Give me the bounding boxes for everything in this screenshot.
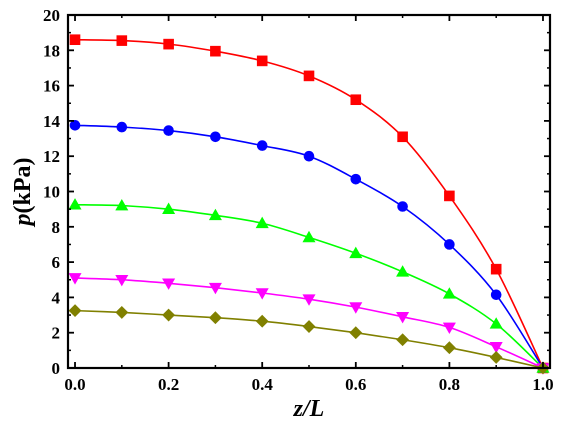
data-point [163, 38, 174, 50]
y-tick-label: 0 [52, 359, 61, 378]
data-point [350, 94, 362, 106]
x-tick-label: 0.8 [439, 375, 460, 394]
data-point [115, 274, 129, 287]
data-point [256, 55, 268, 67]
data-point [349, 326, 363, 340]
data-point [69, 120, 81, 131]
x-tick-label: 0.4 [252, 375, 274, 394]
data-point [349, 246, 363, 259]
data-point [303, 150, 315, 162]
data-point [490, 263, 502, 275]
series-5 [68, 304, 550, 375]
x-tick-label: 0.0 [64, 375, 85, 394]
data-point [442, 341, 456, 355]
data-point [302, 320, 316, 333]
data-point [115, 305, 129, 319]
data-point [255, 216, 269, 229]
series-3 [68, 198, 550, 373]
y-tick-label: 16 [43, 77, 60, 96]
y-tick-label: 2 [52, 324, 61, 343]
data-point [350, 173, 362, 185]
y-axis-title-unit: (kPa) [10, 158, 36, 214]
x-axis-title: z/L [293, 396, 325, 422]
data-point [302, 230, 316, 243]
y-tick-label: 6 [52, 253, 61, 272]
plot-frame [66, 13, 552, 370]
data-point [208, 311, 222, 325]
data-point [302, 294, 316, 306]
data-point [68, 198, 82, 210]
data-point [255, 314, 269, 328]
data-point [444, 190, 455, 202]
data-point [116, 35, 128, 46]
tick-layer: 0.0 0.2 0.4 0.6 0.8 1.0 0 2 4 6 8 10 12 14 16 18 20 [43, 6, 554, 394]
data-point [489, 350, 503, 364]
data-point [116, 121, 128, 133]
data-point [162, 278, 176, 290]
series-line [74, 309, 544, 369]
data-point [442, 322, 456, 335]
data-point [68, 304, 82, 318]
data-point [68, 273, 82, 285]
data-point [397, 201, 408, 212]
x-axis-title-var: z/L [293, 396, 325, 422]
y-tick-label: 12 [43, 147, 60, 166]
y-tick-label: 18 [43, 41, 60, 60]
data-point [442, 287, 456, 299]
data-point [303, 70, 315, 82]
data-point [397, 131, 408, 143]
data-point [396, 265, 410, 277]
y-tick-label: 4 [52, 288, 61, 307]
y-tick-label: 10 [43, 183, 60, 202]
data-point [255, 288, 269, 300]
x-tick-label: 0.6 [345, 375, 366, 394]
series-2 [69, 120, 549, 374]
data-point [208, 282, 222, 295]
data-point [210, 45, 221, 57]
data-point [396, 333, 410, 347]
data-point [163, 125, 174, 136]
data-point [349, 302, 363, 314]
data-point [69, 34, 81, 46]
y-tick-label: 8 [52, 218, 61, 237]
y-axis-title: p(kPa) [10, 158, 36, 228]
data-point [489, 342, 503, 354]
y-axis-title-var: p [10, 214, 36, 228]
series-line [75, 38, 544, 369]
y-tick-label: 14 [43, 112, 61, 131]
data-point [115, 199, 129, 211]
series-layer [68, 34, 550, 375]
data-point [208, 208, 222, 221]
y-tick-label: 20 [43, 6, 60, 25]
data-point [444, 239, 455, 250]
data-point [256, 140, 268, 151]
data-point [210, 131, 221, 143]
data-point [396, 312, 410, 324]
series-1 [69, 34, 549, 374]
x-tick-label: 0.2 [158, 375, 179, 394]
x-tick-label: 1.0 [532, 375, 553, 394]
data-point [489, 317, 503, 329]
data-point [162, 308, 176, 322]
data-point [490, 289, 502, 301]
data-point [162, 202, 176, 214]
